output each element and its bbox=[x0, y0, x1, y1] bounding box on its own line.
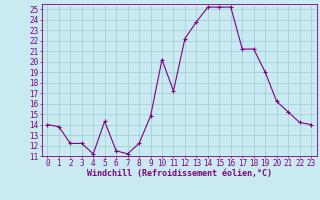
X-axis label: Windchill (Refroidissement éolien,°C): Windchill (Refroidissement éolien,°C) bbox=[87, 169, 272, 178]
